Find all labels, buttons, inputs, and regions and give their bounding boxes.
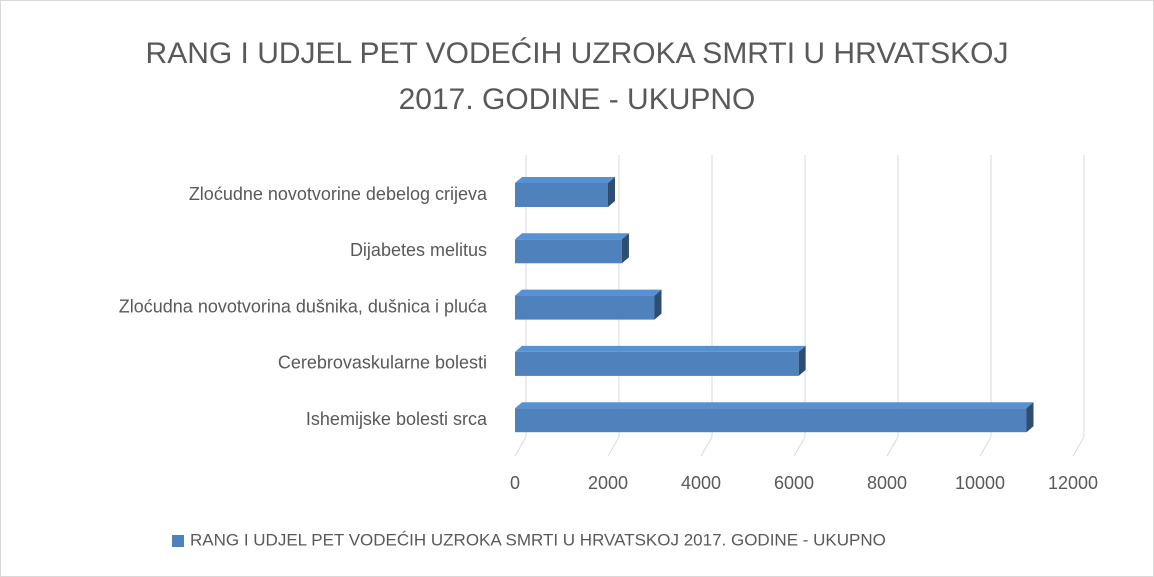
- bar: [515, 239, 622, 264]
- grid-line: [886, 436, 899, 457]
- x-tick-label: 8000: [867, 473, 907, 493]
- bar-top: [515, 345, 806, 352]
- x-tick-label: 10000: [955, 473, 1005, 493]
- bar-side: [608, 177, 615, 207]
- bar-top: [515, 289, 662, 296]
- bar-side: [621, 233, 629, 264]
- bar: [515, 408, 1027, 433]
- grid-line: [979, 436, 992, 457]
- y-tick-label: Ishemijske bolesti srca: [306, 409, 488, 429]
- bar-top: [515, 233, 629, 240]
- x-tick-label: 6000: [774, 473, 814, 493]
- bar: [515, 351, 799, 376]
- grid-line: [1072, 436, 1085, 457]
- y-tick-label: Dijabetes melitus: [350, 240, 487, 260]
- bar-side: [654, 289, 662, 320]
- x-tick-label: 12000: [1048, 473, 1098, 493]
- legend-label: RANG I UDJEL PET VODEĆIH UZROKA SMRTI U …: [190, 530, 886, 549]
- y-tick-label: Zloćudna novotvorina dušnika, dušnica i …: [119, 296, 488, 316]
- bar: [515, 295, 655, 320]
- grid-line: [793, 436, 806, 457]
- x-tick-label: 0: [510, 473, 520, 493]
- legend-swatch: [172, 535, 184, 547]
- x-tick-label: 2000: [588, 473, 628, 493]
- y-tick-label: Zloćudne novotvorine debelog crijeva: [189, 184, 488, 204]
- grid-line: [607, 436, 620, 457]
- bar: [515, 183, 608, 207]
- bar-side: [798, 345, 806, 376]
- y-tick-label: Cerebrovaskularne bolesti: [278, 353, 487, 373]
- grid-line: [514, 436, 527, 457]
- x-tick-label: 4000: [681, 473, 721, 493]
- bar-top: [515, 402, 1034, 409]
- bar-side: [1026, 402, 1034, 433]
- bar-top: [515, 177, 615, 183]
- chart-title: 2017. GODINE - UKUPNO: [399, 83, 756, 116]
- grid-line: [700, 436, 713, 457]
- chart-title: RANG I UDJEL PET VODEĆIH UZROKA SMRTI U …: [146, 37, 1009, 70]
